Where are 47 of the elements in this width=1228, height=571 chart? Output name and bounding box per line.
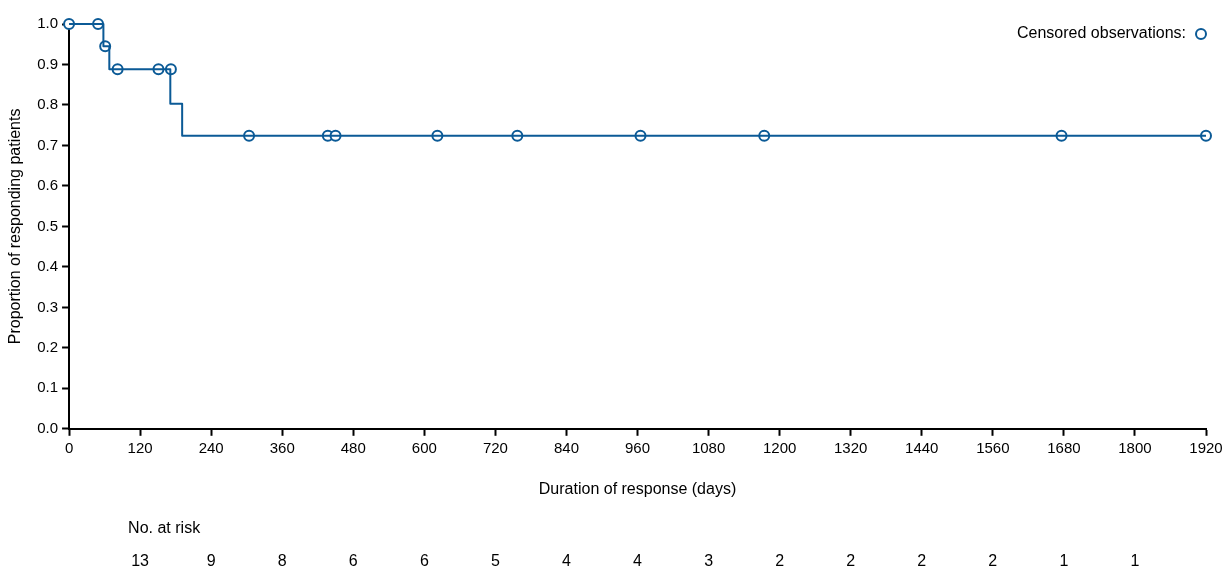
y-tick-label: 0.5 [37, 216, 59, 234]
text: 9 [206, 552, 216, 569]
legend-label: Censored observations: [1017, 24, 1186, 42]
y-tick-label: 0.9 [37, 54, 59, 72]
text: 3 [704, 552, 714, 569]
y-tick-label: 0.0 [37, 418, 59, 436]
text: 4 [562, 552, 572, 569]
text: 13 [131, 552, 150, 569]
y-tick-label: 0.6 [37, 176, 59, 194]
x-tick-label: 720 [482, 438, 508, 456]
y-tick-label: 0.1 [37, 378, 59, 396]
x-tick-label: 960 [625, 438, 651, 456]
x-tick-label: 1560 [976, 438, 1010, 456]
x-tick-label: 1080 [691, 438, 726, 456]
x-axis-title: Duration of response (days) [538, 479, 737, 497]
text: 5 [490, 552, 500, 569]
text: 2 [846, 552, 856, 569]
x-tick-label: 0 [64, 438, 74, 456]
x-tick-label: 1320 [834, 438, 868, 456]
text: 4 [633, 552, 643, 569]
x-tick-label: 840 [553, 438, 579, 456]
text: 8 [277, 552, 287, 569]
text: 6 [419, 552, 429, 569]
y-tick-label: 0.8 [37, 95, 59, 113]
x-tick-label: 360 [269, 438, 295, 456]
y-tick-label: 0.4 [37, 257, 59, 275]
text: 1 [1130, 552, 1140, 569]
y-axis-title: Proportion of responding patients [6, 108, 24, 345]
x-tick-label: 1440 [905, 438, 939, 456]
text: No. at risk [128, 519, 202, 536]
y-tick-label: 0.2 [37, 337, 59, 355]
x-tick-label: 1920 [1189, 438, 1223, 456]
y-tick-label: 1.0 [37, 14, 59, 32]
y-tick-label: 0.3 [37, 297, 59, 315]
x-tick-label: 1200 [762, 438, 797, 456]
text: 2 [988, 552, 998, 569]
x-tick-label: 120 [127, 438, 153, 456]
x-tick-label: 1680 [1047, 438, 1081, 456]
y-tick-label: 0.7 [37, 135, 59, 153]
text: 2 [775, 552, 785, 569]
text: 1 [1059, 552, 1069, 569]
text: 2 [917, 552, 927, 569]
x-tick-label: 480 [340, 438, 366, 456]
x-tick-label: 600 [411, 438, 437, 456]
x-tick-label: 240 [198, 438, 224, 456]
x-tick-label: 1800 [1118, 438, 1152, 456]
text: 6 [348, 552, 358, 569]
